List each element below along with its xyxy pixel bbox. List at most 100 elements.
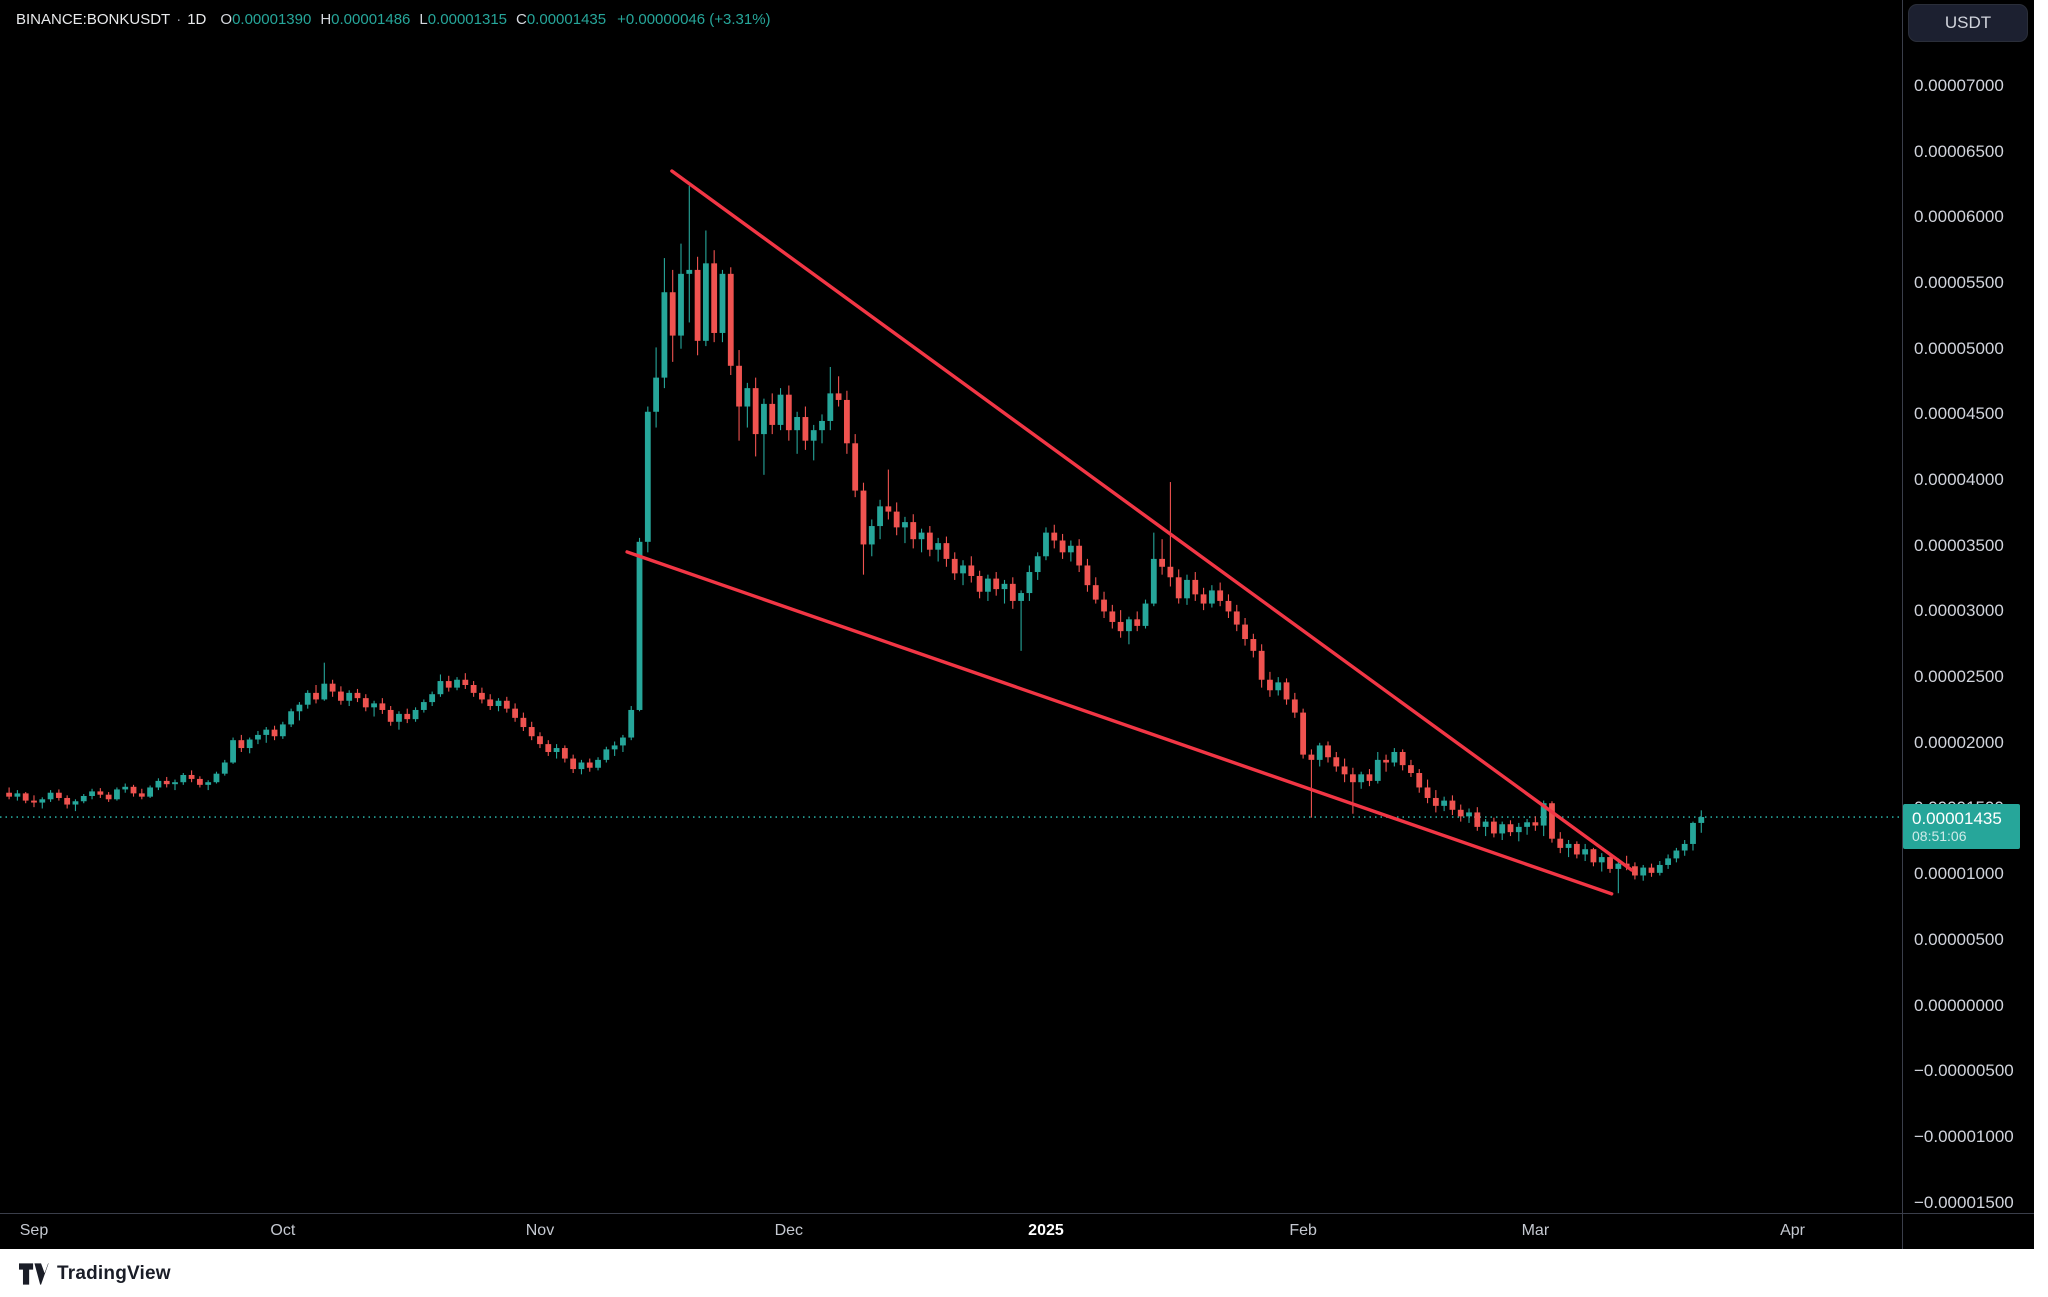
timeframe-label[interactable]: 1D [187, 10, 207, 28]
candle[interactable] [1598, 853, 1605, 872]
candle[interactable] [910, 514, 917, 549]
candle[interactable] [230, 737, 236, 764]
candle[interactable] [64, 795, 71, 809]
candle[interactable] [877, 499, 883, 540]
candle[interactable] [885, 469, 892, 520]
candle[interactable] [620, 734, 626, 752]
candle[interactable] [1208, 585, 1215, 608]
candle[interactable] [379, 698, 386, 714]
candle[interactable] [769, 393, 776, 435]
candle[interactable] [1507, 820, 1514, 837]
candle[interactable] [55, 789, 62, 801]
candle[interactable] [47, 790, 54, 802]
candle[interactable] [802, 406, 809, 450]
candle[interactable] [661, 258, 668, 389]
candle[interactable] [1383, 754, 1389, 772]
candle[interactable] [479, 687, 485, 704]
candle[interactable] [1233, 604, 1240, 632]
candle[interactable] [1532, 816, 1539, 831]
candle[interactable] [404, 708, 411, 724]
wedge-trendline[interactable] [625, 550, 1614, 896]
candle[interactable] [338, 686, 344, 705]
candle[interactable] [321, 662, 328, 701]
candle[interactable] [362, 694, 369, 712]
candle[interactable] [14, 790, 21, 801]
candle[interactable] [512, 703, 518, 722]
candle[interactable] [727, 267, 734, 375]
candle[interactable] [1565, 840, 1572, 858]
candle[interactable] [172, 779, 178, 791]
candle[interactable] [603, 746, 610, 763]
candle[interactable] [1026, 565, 1033, 601]
candle[interactable] [960, 560, 966, 586]
candle[interactable] [1300, 708, 1307, 759]
candle[interactable] [686, 185, 693, 323]
candle[interactable] [313, 685, 319, 704]
candle[interactable] [1084, 558, 1091, 592]
candle[interactable] [1540, 800, 1547, 837]
candle[interactable] [1225, 594, 1232, 619]
candle[interactable] [495, 698, 502, 712]
candle[interactable] [711, 250, 718, 343]
candle[interactable] [1267, 671, 1273, 697]
candle[interactable] [636, 537, 643, 712]
candle[interactable] [470, 681, 477, 697]
wedge-trendline[interactable] [670, 169, 1634, 872]
candle[interactable] [611, 741, 618, 756]
candle[interactable] [1126, 616, 1132, 645]
candle[interactable] [1673, 847, 1680, 863]
candlestick-chart-canvas[interactable] [0, 0, 2034, 1249]
candle[interactable] [1192, 572, 1199, 601]
candle[interactable] [926, 526, 933, 557]
candle[interactable] [105, 792, 112, 802]
candle[interactable] [196, 776, 203, 788]
candle[interactable] [678, 243, 684, 349]
candle[interactable] [371, 700, 377, 717]
candle[interactable] [694, 256, 701, 356]
candle[interactable] [777, 388, 784, 431]
candle[interactable] [246, 737, 253, 754]
candle[interactable] [1557, 832, 1564, 854]
candle[interactable] [1432, 790, 1439, 813]
candle[interactable] [852, 434, 859, 498]
candle[interactable] [445, 675, 452, 692]
candle[interactable] [255, 730, 261, 745]
candle[interactable] [860, 482, 867, 575]
candle[interactable] [1374, 751, 1381, 784]
symbol-legend[interactable]: BINANCE:BONKUSDT · 1D O0.00001390 H0.000… [16, 9, 771, 29]
candle[interactable] [561, 745, 568, 763]
candle[interactable] [653, 347, 660, 428]
candle[interactable] [1341, 758, 1348, 783]
candle[interactable] [545, 740, 552, 756]
candle[interactable] [1466, 808, 1472, 823]
candle[interactable] [1391, 748, 1398, 767]
candle[interactable] [80, 794, 87, 804]
candle[interactable] [1665, 854, 1671, 869]
candle[interactable] [794, 411, 801, 454]
candle[interactable] [163, 776, 170, 788]
candle[interactable] [827, 366, 834, 431]
candle[interactable] [487, 694, 494, 710]
candle[interactable] [1416, 769, 1423, 793]
candle[interactable] [537, 732, 543, 749]
candle[interactable] [138, 788, 145, 800]
candle[interactable] [553, 744, 560, 759]
candle[interactable] [1217, 582, 1224, 607]
candle[interactable] [1018, 590, 1024, 651]
candle[interactable] [1474, 807, 1481, 831]
candle[interactable] [1308, 749, 1315, 818]
candle[interactable] [1059, 533, 1066, 559]
candle[interactable] [396, 711, 402, 730]
candle[interactable] [1499, 821, 1506, 841]
currency-toggle-button[interactable]: USDT [1908, 4, 2028, 42]
candle[interactable] [935, 537, 942, 562]
candle[interactable] [1358, 771, 1365, 789]
candle[interactable] [6, 787, 12, 800]
candle[interactable] [1283, 678, 1290, 705]
candle[interactable] [702, 230, 709, 347]
candle[interactable] [387, 706, 394, 726]
candle[interactable] [918, 528, 925, 553]
candle[interactable] [346, 690, 353, 707]
candle[interactable] [89, 788, 95, 800]
chart-panel[interactable]: BINANCE:BONKUSDT · 1D O0.00001390 H0.000… [0, 0, 2034, 1249]
